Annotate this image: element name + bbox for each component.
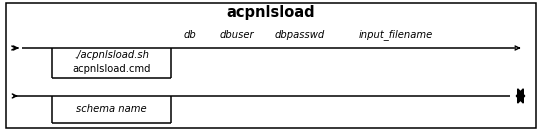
Text: ./acpnlsload.sh: ./acpnlsload.sh: [74, 50, 149, 60]
Polygon shape: [517, 89, 524, 103]
Text: acpnlsload.cmd: acpnlsload.cmd: [72, 64, 151, 74]
Text: acpnlsload: acpnlsload: [227, 5, 315, 20]
Polygon shape: [518, 89, 525, 103]
Text: input_filename: input_filename: [359, 30, 433, 40]
Text: db: db: [184, 30, 196, 40]
Text: schema name: schema name: [76, 104, 147, 114]
Text: dbpasswd: dbpasswd: [274, 30, 325, 40]
Text: dbuser: dbuser: [219, 30, 254, 40]
